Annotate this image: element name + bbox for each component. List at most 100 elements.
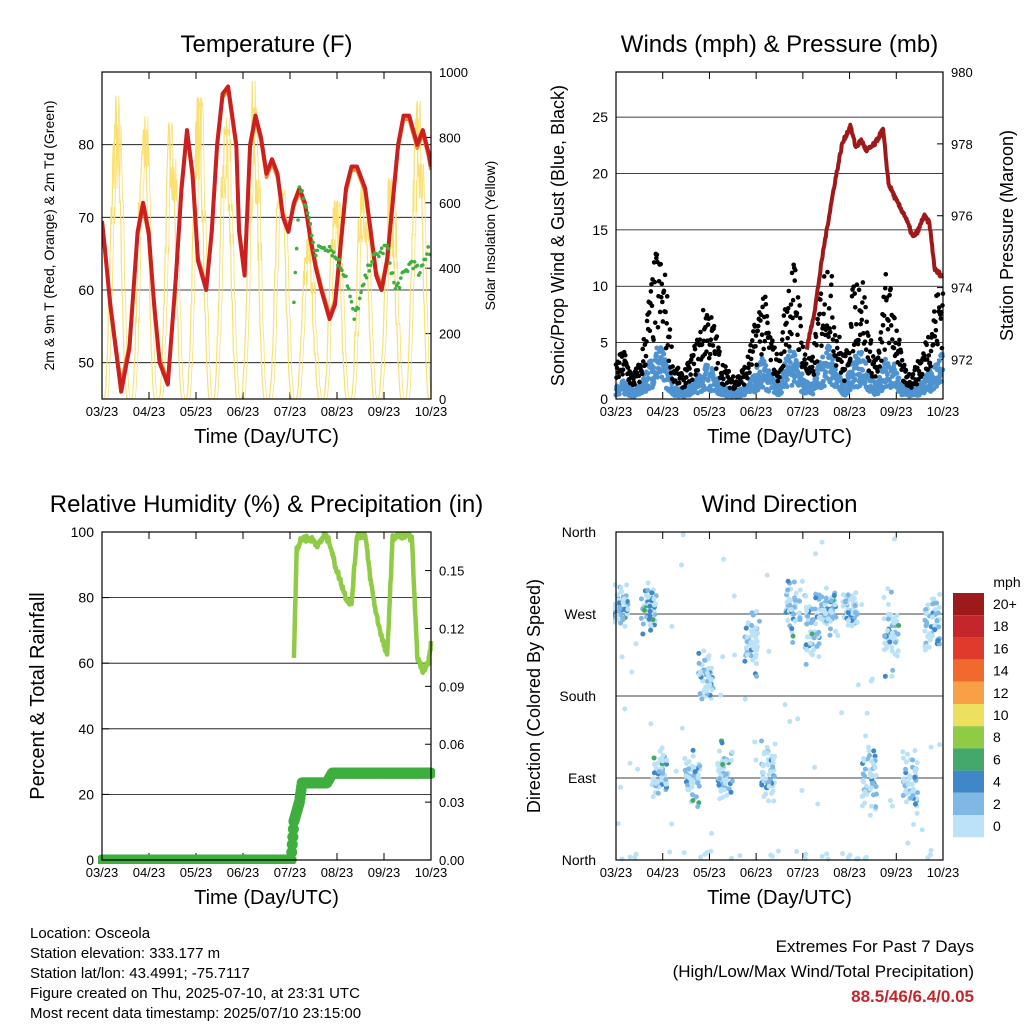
direction-point (870, 792, 876, 798)
direction-point (651, 770, 657, 776)
gust-point (758, 318, 763, 323)
legend-swatch (953, 681, 984, 704)
gust-point (782, 349, 787, 354)
gust-point (727, 385, 733, 391)
direction-point (862, 800, 868, 806)
legend-swatch (953, 815, 984, 838)
direction-point (804, 647, 810, 653)
x-axis-label: Time (Day/UTC) (707, 426, 852, 448)
direction-point (814, 631, 820, 637)
wind-point (708, 383, 714, 389)
legend-swatch (953, 770, 984, 793)
direction-point (934, 618, 940, 624)
gust-point (879, 358, 884, 364)
panel-2: Winds (mph) & Pressure (mb) 03/23 04/23 05/… (548, 31, 1017, 448)
gust-point (794, 310, 800, 316)
direction-point (923, 623, 929, 629)
gust-point (814, 342, 819, 348)
gust-point (717, 349, 722, 354)
x-tick-label: 04/23 (133, 865, 166, 880)
wind-point (648, 358, 654, 364)
direction-point (832, 602, 838, 608)
gust-point (699, 342, 705, 347)
wind-point (860, 367, 866, 373)
gust-point (830, 315, 835, 320)
gust-point (924, 342, 929, 348)
gust-point (781, 313, 787, 318)
direction-point (913, 766, 919, 772)
solar-insolation-line (216, 117, 241, 399)
direction-point (792, 597, 798, 603)
gust-point (933, 327, 939, 333)
direction-point (660, 758, 666, 764)
y-axis-label: 2m & 9m T (Red, Orange) & 2m Td (Green) (41, 101, 57, 371)
direction-point (796, 598, 802, 604)
direction-point (922, 647, 928, 653)
gust-point (763, 301, 769, 307)
panel-3: Relative Humidity (%) & Precipitation (i… (27, 491, 483, 909)
gust-point (849, 324, 854, 329)
dewpoint-point (393, 286, 398, 291)
direction-point (629, 669, 635, 675)
direction-point (882, 673, 888, 679)
dewpoint-point (377, 254, 381, 259)
gust-point (854, 282, 860, 288)
direction-point (905, 782, 911, 788)
direction-point (728, 789, 734, 795)
gust-point (928, 348, 934, 354)
direction-point (812, 621, 818, 627)
direction-point (618, 620, 624, 626)
direction-point (790, 639, 796, 645)
x-tick-label: 08/23 (321, 404, 354, 419)
y-tick-label: 5 (600, 335, 608, 351)
wind-point (757, 369, 763, 375)
direction-point (804, 621, 810, 627)
direction-point (759, 738, 765, 744)
gust-point (759, 332, 765, 337)
gust-point (903, 367, 909, 373)
direction-point (652, 600, 658, 606)
gust-point (701, 338, 707, 344)
direction-point (697, 763, 703, 769)
direction-point (845, 618, 851, 624)
gust-point (809, 358, 814, 363)
direction-point (931, 600, 937, 606)
direction-point (885, 627, 891, 633)
humidity-line (291, 531, 434, 676)
gust-point (778, 351, 784, 357)
gust-point (810, 354, 816, 360)
direction-point (648, 624, 654, 630)
gust-point (784, 309, 790, 315)
gust-point (644, 318, 650, 324)
direction-point (625, 606, 631, 612)
dewpoint-point (426, 245, 431, 249)
direction-point (893, 639, 899, 645)
gust-point (711, 323, 717, 329)
direction-point (905, 840, 911, 846)
gust-point (926, 353, 932, 358)
gust-point (928, 364, 933, 369)
gust-point (821, 274, 827, 279)
direction-point (772, 741, 778, 747)
plot-frame (101, 71, 432, 400)
y2-tick-label: 978 (951, 137, 973, 152)
gust-point (890, 337, 895, 342)
direction-point (770, 788, 776, 794)
direction-point (682, 755, 688, 761)
gust-point (852, 291, 858, 296)
legend-swatch (953, 726, 984, 749)
gust-point (643, 353, 649, 359)
y2-tick-label: 0.00 (439, 853, 464, 868)
gust-point (747, 370, 752, 375)
direction-point (923, 606, 929, 612)
legend-swatch (953, 704, 984, 727)
gust-point (837, 334, 842, 340)
gust-point (922, 353, 927, 359)
direction-point (782, 702, 788, 708)
gust-point (858, 309, 864, 314)
gust-point (869, 374, 875, 379)
gust-point (661, 288, 667, 294)
gust-point (669, 344, 674, 349)
gust-point (883, 271, 889, 277)
dewpoint-point (348, 294, 352, 299)
